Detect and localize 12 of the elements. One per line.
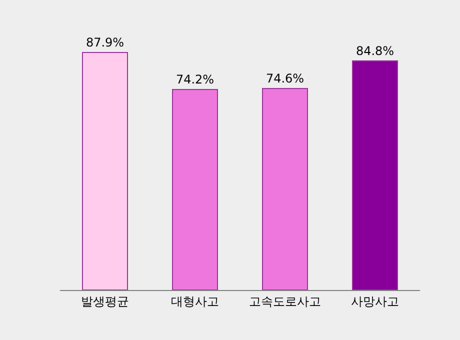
data-label: 87.9%: [86, 36, 124, 50]
x-tick-label: 발생평균: [81, 294, 129, 308]
x-tick-label: 사망사고: [351, 294, 399, 308]
bar: [172, 89, 218, 290]
bar: [352, 60, 398, 290]
data-label: 74.6%: [266, 71, 304, 86]
bar: [82, 52, 128, 290]
bar: [262, 88, 308, 290]
x-tick-label: 대형사고: [171, 294, 219, 308]
data-label: 84.8%: [356, 44, 394, 58]
x-tick-label: 고속도로사고: [249, 294, 321, 308]
data-label: 74.2%: [176, 72, 214, 87]
